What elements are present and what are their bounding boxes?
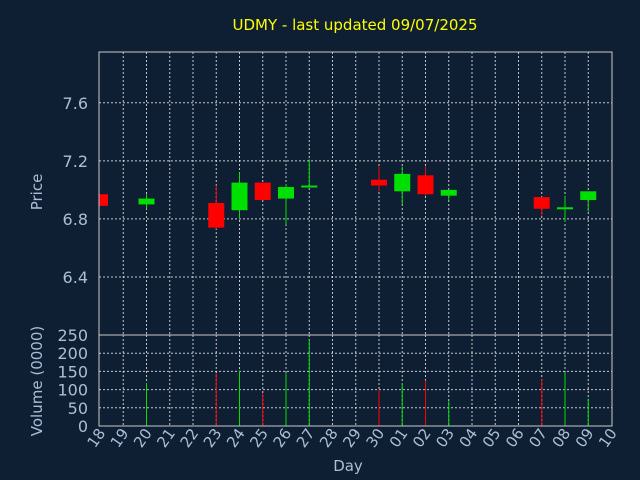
x-tick-label: 23	[200, 425, 226, 451]
x-tick-label: 29	[339, 425, 365, 451]
volume-tick-label: 0	[78, 417, 88, 436]
price-y-axis: 6.4 6.8 7.2 7.6	[63, 94, 88, 287]
x-tick-label: 27	[293, 425, 319, 451]
x-tick-label: 07	[525, 425, 551, 451]
candle-body	[99, 194, 108, 206]
volume-tick-label: 200	[57, 344, 88, 363]
volume-tick-label: 50	[68, 399, 88, 418]
candle-body	[533, 197, 550, 209]
x-tick-label: 02	[409, 425, 435, 451]
volume-bars	[146, 339, 589, 426]
x-axis-label: Day	[333, 457, 363, 475]
candle-body	[231, 182, 248, 211]
candle-body	[417, 175, 434, 195]
volume-grid	[99, 335, 612, 426]
candle-body	[580, 191, 597, 201]
price-tick-label: 6.4	[63, 268, 88, 287]
x-tick-label: 30	[363, 425, 389, 451]
x-tick-label: 01	[386, 425, 412, 451]
candle-body	[278, 186, 294, 199]
volume-tick-label: 150	[57, 362, 88, 381]
chart-title: UDMY - last updated 09/07/2025	[232, 16, 477, 34]
x-tick-label: 08	[549, 425, 575, 451]
volume-tick-label: 250	[57, 326, 88, 345]
candle-body	[301, 185, 318, 188]
x-tick-label: 04	[456, 425, 482, 451]
volume-tick-label: 100	[57, 381, 88, 400]
x-tick-label: 20	[130, 425, 156, 451]
candle-body	[254, 182, 271, 201]
x-tick-label: 26	[270, 425, 296, 451]
volume-axis-label: Volume (0000)	[28, 326, 46, 436]
x-tick-label: 03	[432, 425, 458, 451]
candle-body	[557, 207, 573, 210]
price-axis-label: Price	[28, 174, 46, 211]
price-tick-label: 7.6	[63, 94, 88, 113]
candle-body	[208, 202, 225, 228]
x-tick-label: 25	[246, 425, 272, 451]
x-tick-label: 24	[223, 425, 249, 451]
volume-panel-frame	[98, 334, 613, 427]
x-tick-label: 10	[595, 425, 621, 451]
x-tick-label: 28	[316, 425, 342, 451]
x-tick-label: 22	[177, 425, 203, 451]
x-axis: 1819202122232425262728293001020304050607…	[84, 425, 621, 451]
x-tick-label: 09	[572, 425, 598, 451]
candle-body	[371, 179, 387, 186]
x-tick-label: 05	[479, 425, 505, 451]
price-grid	[99, 52, 612, 335]
price-tick-label: 6.8	[63, 210, 88, 229]
x-tick-label: 19	[107, 425, 133, 451]
price-tick-label: 7.2	[63, 152, 88, 171]
candle-body	[394, 173, 411, 192]
x-tick-label: 21	[153, 425, 179, 451]
candle-body	[138, 198, 155, 205]
candle-body	[440, 189, 457, 196]
candles	[99, 159, 597, 230]
x-tick-label: 06	[502, 425, 528, 451]
